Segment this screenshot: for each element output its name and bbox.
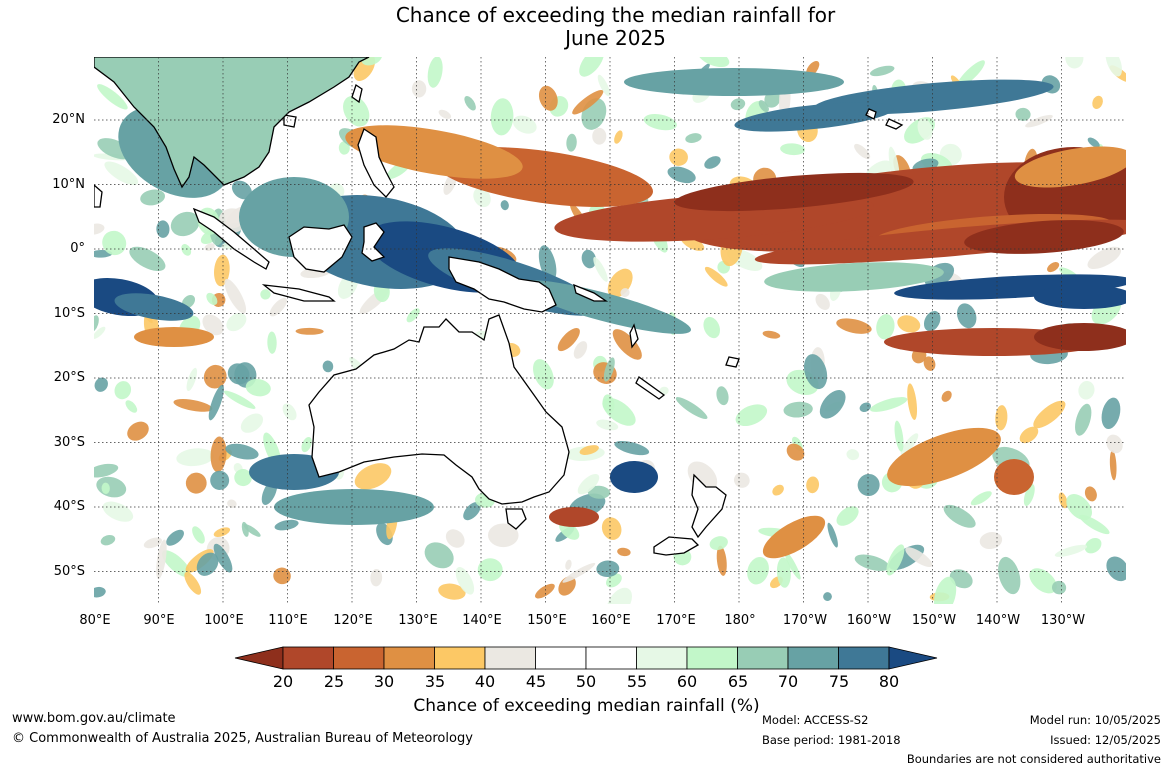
colorbar-segment	[585, 646, 637, 670]
colorbar-segment	[737, 646, 789, 670]
colorbar-tick: 75	[828, 672, 850, 691]
colorbar-tick: 50	[575, 672, 597, 691]
colorbar-segment	[535, 646, 587, 670]
website-link[interactable]: www.bom.gov.au/climate	[12, 711, 176, 726]
lon-label-140w: 140°W	[975, 613, 1021, 628]
colorbar-tick: 40	[474, 672, 496, 691]
colorbar-segment	[333, 646, 385, 670]
issued-date: Issued: 12/05/2025	[1050, 733, 1161, 747]
title-line-1: Chance of exceeding the median rainfall …	[395, 3, 836, 27]
lon-label-180: 180°	[724, 613, 756, 628]
boundaries-disclaimer: Boundaries are not considered authoritat…	[906, 752, 1161, 766]
model-run-date: Model run: 10/05/2025	[1029, 713, 1161, 727]
model-name: Model: ACCESS-S2	[762, 713, 869, 727]
lon-label-150e: 150°E	[527, 613, 567, 628]
colorbar-high-arrow	[888, 646, 938, 670]
new-zealand-north	[691, 473, 727, 539]
lon-label-170w: 170°W	[782, 613, 828, 628]
colorbar-tick: 55	[626, 672, 648, 691]
copyright-notice: © Commonwealth of Australia 2025, Austra…	[12, 731, 473, 746]
lon-label-160w: 160°W	[846, 613, 892, 628]
lat-label-0: 0°	[70, 241, 85, 256]
colorbar-segment	[383, 646, 435, 670]
asian-mainland	[94, 57, 370, 189]
lat-label-10n: 10°N	[52, 177, 85, 192]
colorbar-tick: 70	[777, 672, 799, 691]
borneo	[288, 224, 353, 273]
colorbar-tick: 60	[676, 672, 698, 691]
sulawesi	[361, 222, 386, 262]
lon-label-150w: 150°W	[911, 613, 957, 628]
fiji	[725, 356, 740, 368]
colorbar-tick: 80	[878, 672, 900, 691]
new-guinea	[448, 256, 557, 313]
colorbar-segment	[686, 646, 738, 670]
colorbar-segment	[282, 646, 334, 670]
colorbar-tick: 45	[525, 672, 547, 691]
australia-landmass	[308, 314, 570, 505]
lon-label-110e: 110°E	[268, 613, 308, 628]
lat-label-10s: 10°S	[53, 306, 85, 321]
rainfall-map	[94, 57, 1126, 604]
lon-label-90e: 90°E	[143, 613, 175, 628]
colorbar	[234, 646, 938, 670]
title-line-2: June 2025	[565, 26, 666, 50]
lat-label-20s: 20°S	[53, 370, 85, 385]
new-caledonia	[635, 376, 666, 400]
colorbar-segment	[787, 646, 839, 670]
sri-lanka	[94, 184, 103, 208]
philippines	[357, 128, 395, 198]
lon-label-130w: 130°W	[1040, 613, 1086, 628]
map-title: Chance of exceeding the median rainfall …	[0, 4, 1173, 50]
lon-label-160e: 160°E	[591, 613, 631, 628]
tasmania	[505, 508, 527, 530]
lon-label-140e: 140°E	[462, 613, 502, 628]
lat-label-30s: 30°S	[53, 435, 85, 450]
lon-label-130e: 130°E	[398, 613, 438, 628]
colorbar-segment	[636, 646, 688, 670]
colorbar-segment	[434, 646, 486, 670]
lat-label-40s: 40°S	[53, 499, 85, 514]
hawaii	[865, 108, 904, 130]
colorbar-tick: 65	[727, 672, 749, 691]
colorbar-tick: 25	[323, 672, 345, 691]
colorbar-tick: 20	[272, 672, 294, 691]
colorbar-low-arrow	[234, 646, 284, 670]
solomon-islands	[573, 283, 609, 302]
sumatra	[192, 207, 270, 270]
base-period: Base period: 1981-2018	[762, 733, 901, 747]
colorbar-title: Chance of exceeding median rainfall (%)	[413, 696, 760, 716]
lat-label-20n: 20°N	[52, 112, 85, 127]
colorbar-segment	[838, 646, 890, 670]
lon-label-100e: 100°E	[204, 613, 244, 628]
colorbar-tick: 35	[424, 672, 446, 691]
vanuatu	[629, 323, 639, 349]
taiwan	[351, 83, 363, 104]
java	[261, 284, 336, 302]
new-zealand-south	[653, 536, 700, 556]
colorbar-segment	[484, 646, 536, 670]
lon-label-80e: 80°E	[79, 613, 111, 628]
colorbar-tick: 30	[373, 672, 395, 691]
lat-label-50s: 50°S	[53, 564, 85, 579]
lon-label-120e: 120°E	[333, 613, 373, 628]
hainan	[283, 114, 297, 128]
lon-label-170e: 170°E	[656, 613, 696, 628]
